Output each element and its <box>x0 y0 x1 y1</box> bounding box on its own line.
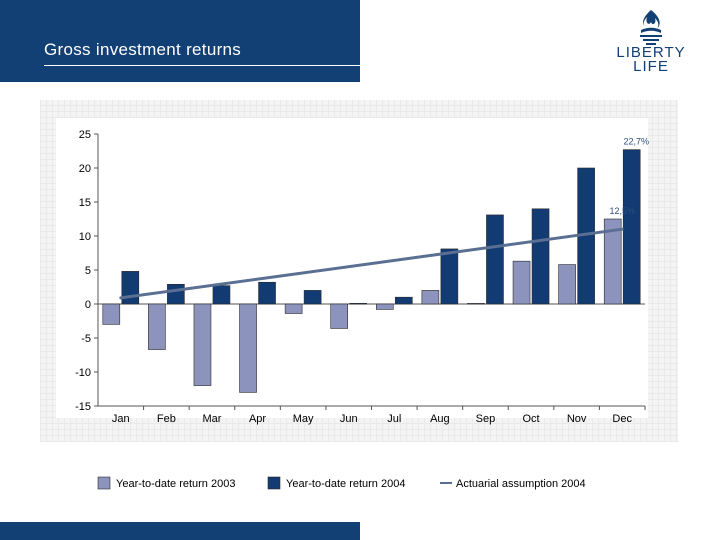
liberty-life-logo: LIBERTY LIFE <box>608 8 694 74</box>
bar-2003-oct <box>512 260 531 305</box>
x-tick-label-feb: Feb <box>157 413 176 425</box>
title-underline <box>44 65 360 66</box>
bar-2004-sep <box>486 214 504 305</box>
bar-2003-sep <box>467 303 485 305</box>
bar-2003-mar <box>193 303 212 386</box>
legend-label-2: Actuarial assumption 2004 <box>456 478 586 490</box>
legend-label-0: Year-to-date return 2003 <box>116 478 235 490</box>
x-tick-label-apr: Apr <box>249 413 266 425</box>
page-title: Gross investment returns <box>44 40 242 59</box>
bar-2004-aug <box>440 248 459 305</box>
logo-text-liberty: LIBERTY <box>616 44 686 61</box>
bar-2004-jul <box>394 296 413 305</box>
x-tick-label-oct: Oct <box>522 413 539 425</box>
bar-2004-mar <box>212 285 231 305</box>
bar-2004-dec <box>622 149 641 305</box>
legend-swatch-0 <box>97 476 111 490</box>
bar-2003-nov <box>558 264 576 305</box>
bar-2003-may <box>284 303 303 314</box>
y-tick-label: 20 <box>79 163 91 175</box>
bar-2004-may <box>303 290 322 305</box>
flame-logo-icon <box>640 10 662 45</box>
x-tick-label-may: May <box>293 413 314 425</box>
x-tick-label-jun: Jun <box>340 413 358 425</box>
footer-bar <box>0 522 360 540</box>
bar-2003-apr <box>239 303 257 393</box>
x-tick-label-jul: Jul <box>387 413 401 425</box>
logo-text-life: LIFE <box>633 58 669 75</box>
x-tick-label-mar: Mar <box>202 413 221 425</box>
y-tick-label: -5 <box>81 333 91 345</box>
legend-swatch-1 <box>267 476 281 490</box>
y-tick-label: 15 <box>79 197 91 209</box>
y-tick-label: -10 <box>75 367 91 379</box>
data-label-dec-0: 22,7% <box>623 137 649 147</box>
bar-2003-feb <box>148 303 166 350</box>
y-tick-label: 5 <box>85 265 91 277</box>
x-tick-label-nov: Nov <box>567 413 587 425</box>
bar-2004-jun <box>349 303 368 305</box>
bar-2003-jan <box>102 303 121 325</box>
x-tick-label-sep: Sep <box>476 413 496 425</box>
y-tick-label: 10 <box>79 231 91 243</box>
x-tick-label-jan: Jan <box>112 413 130 425</box>
bar-2004-feb <box>167 283 185 305</box>
x-tick-label-dec: Dec <box>612 413 632 425</box>
bar-2004-apr <box>258 281 276 305</box>
header-bar <box>0 0 360 82</box>
bar-2003-jun <box>330 303 349 329</box>
data-label-dec-1: 12,5% <box>609 206 635 216</box>
bar-2003-aug <box>421 290 440 305</box>
bar-2004-oct <box>531 208 550 305</box>
y-tick-label: 0 <box>85 299 91 311</box>
legend-label-1: Year-to-date return 2004 <box>286 478 405 490</box>
x-tick-label-aug: Aug <box>430 413 450 425</box>
y-tick-label: -15 <box>75 401 91 413</box>
bar-2003-dec <box>603 218 622 305</box>
y-tick-label: 25 <box>79 129 91 141</box>
bar-2004-jan <box>121 271 140 305</box>
bar-2003-jul <box>375 303 394 310</box>
actuarial-assumption-line <box>119 227 624 300</box>
